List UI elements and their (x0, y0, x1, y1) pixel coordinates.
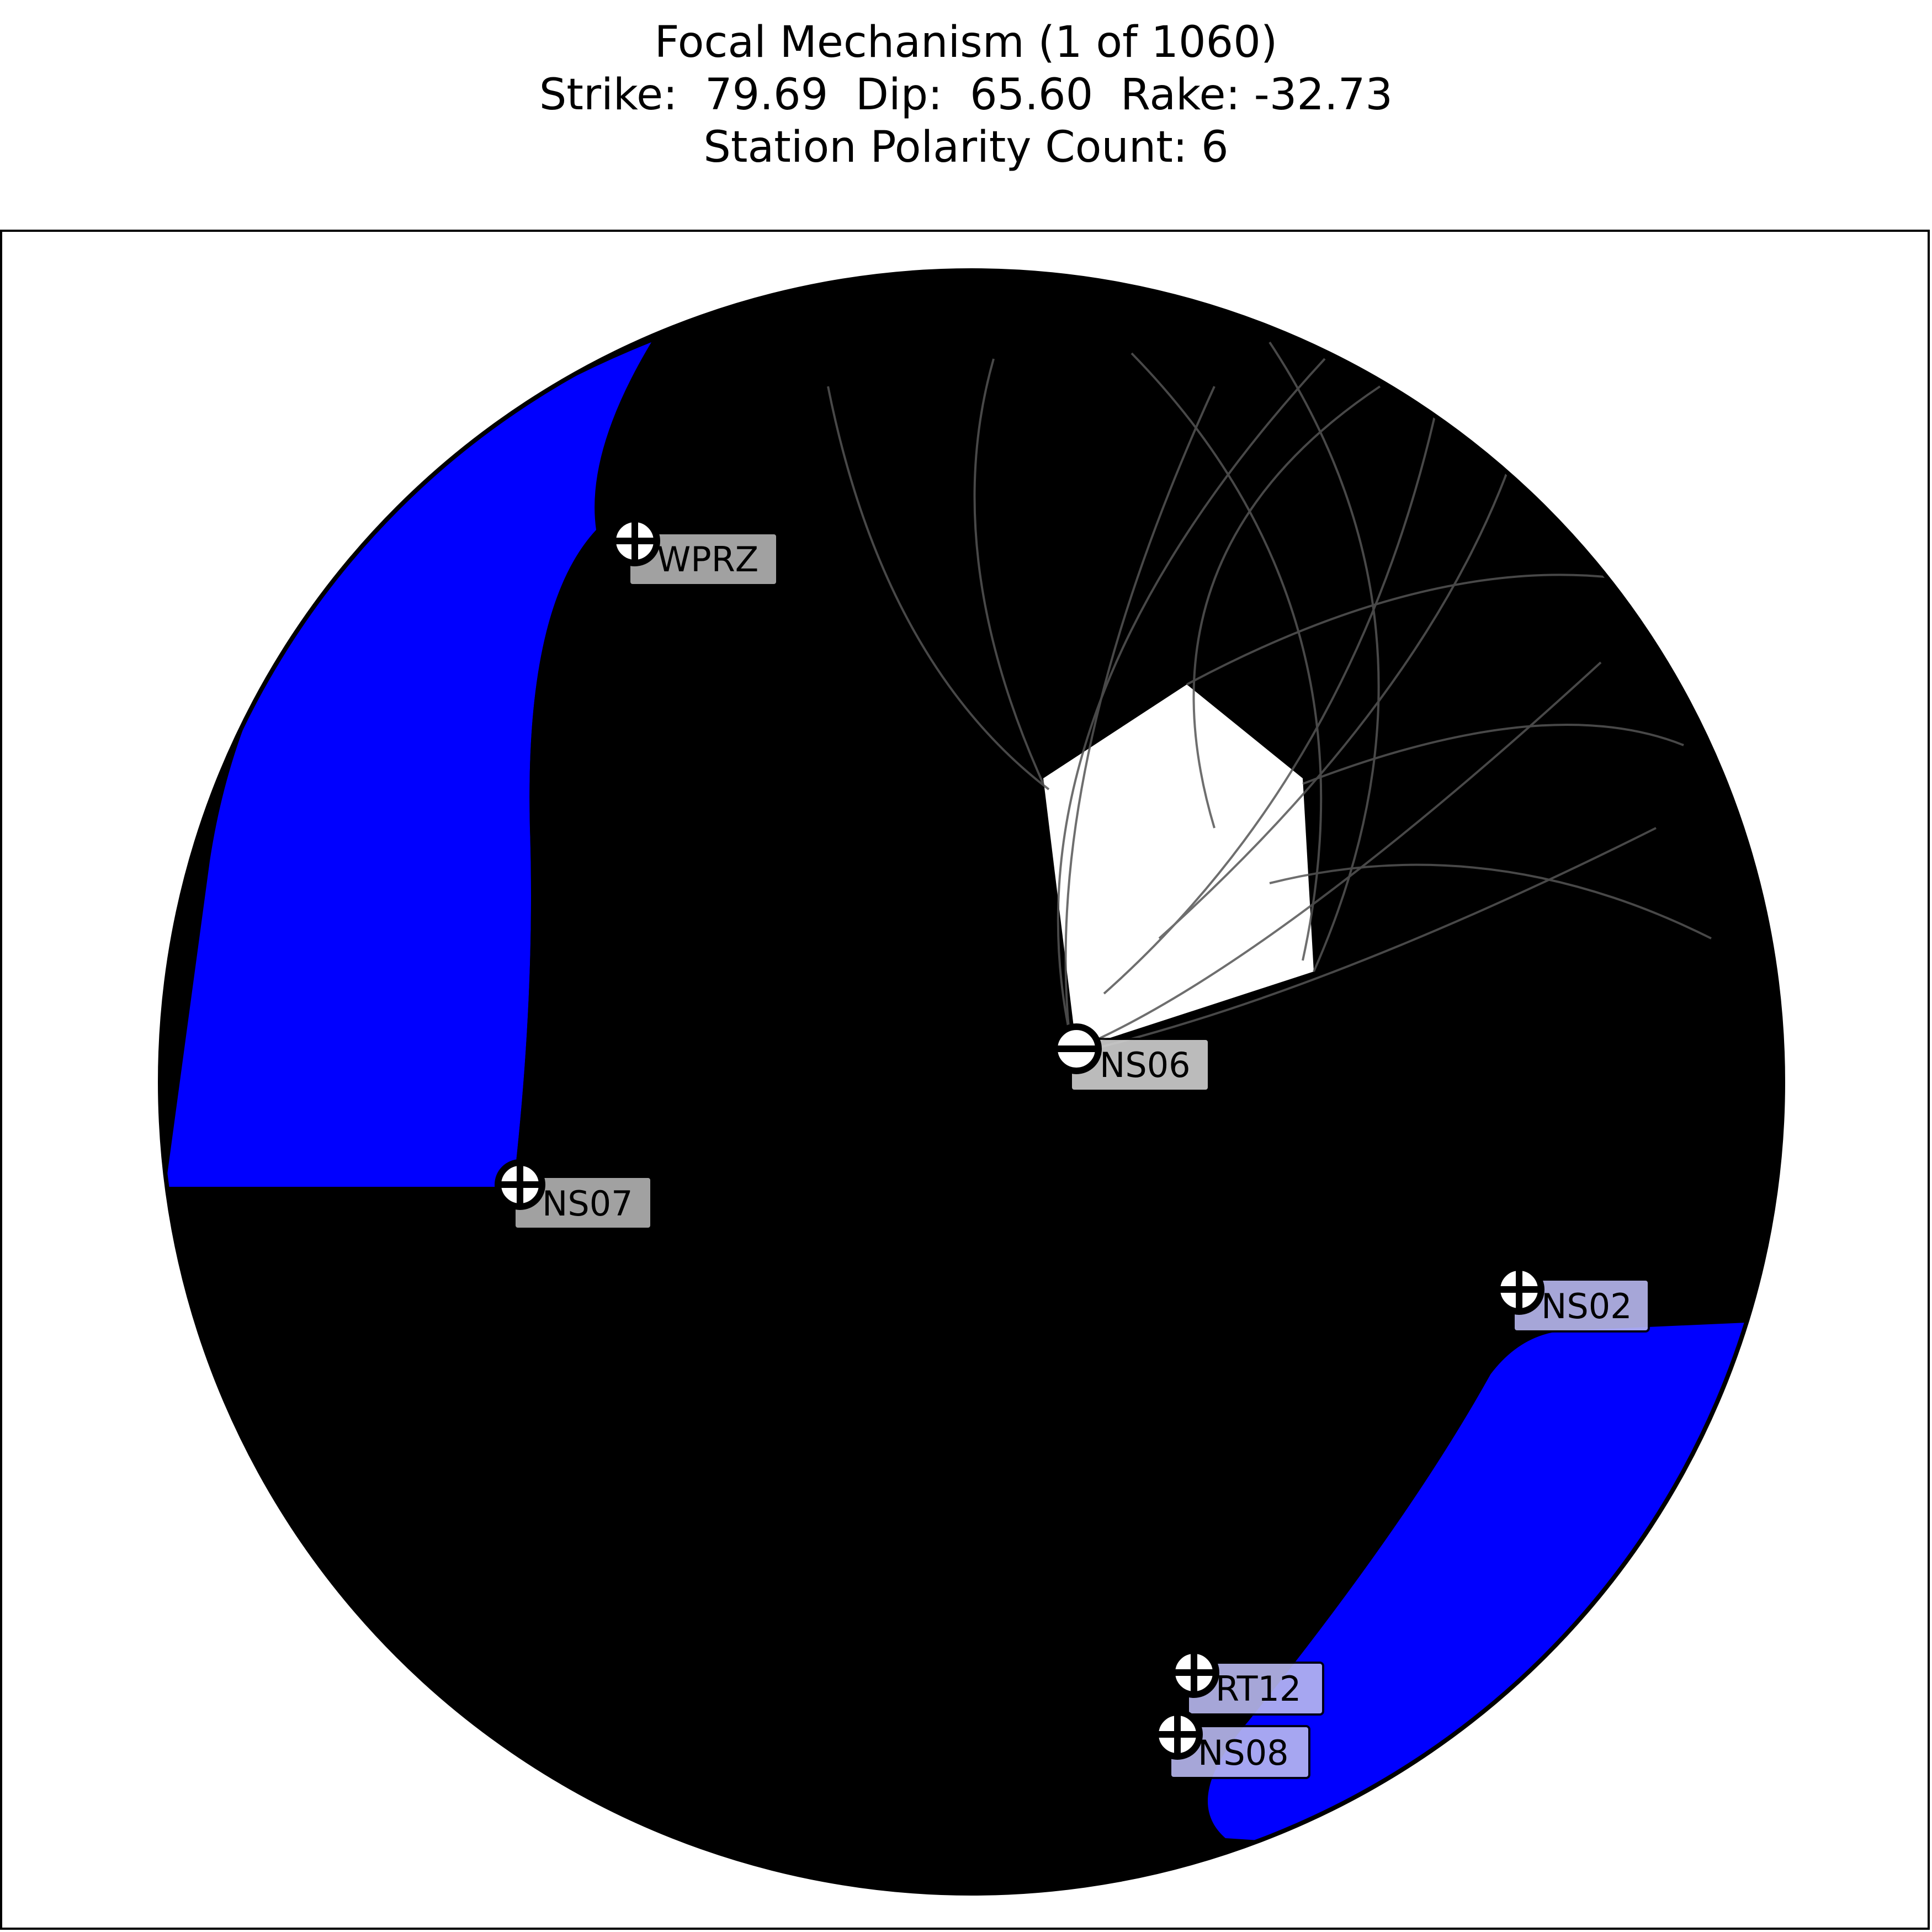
nodal-line-band-west (513, 530, 640, 1187)
station-rt12: RT12 (1169, 1647, 1324, 1716)
title-strike-dip-rake: Strike: 79.69 Dip: 65.60 Rake: -32.73 (539, 70, 1393, 120)
tension-region-window (1043, 684, 1314, 1049)
station-ns07: NS07 (495, 1159, 652, 1230)
compression-marker-icon (1494, 1264, 1544, 1315)
dilatation-marker-icon (1051, 1023, 1102, 1074)
compression-marker-icon (1152, 1709, 1203, 1760)
station-ns02: NS02 (1494, 1264, 1650, 1333)
station-ns08: NS08 (1152, 1709, 1310, 1779)
station-label: NS07 (542, 1183, 633, 1224)
compression-marker-icon (1169, 1647, 1219, 1698)
station-label: NS06 (1100, 1045, 1191, 1085)
station-label: WPRZ (657, 539, 758, 580)
compression-marker-icon (609, 516, 660, 566)
station-label: NS08 (1198, 1733, 1289, 1773)
nodal-lines (827, 341, 1712, 1053)
station-label: RT12 (1216, 1669, 1301, 1709)
station-label: NS02 (1541, 1286, 1632, 1326)
station-wprz: WPRZ (609, 516, 778, 586)
figure-title: Focal Mechanism (1 of 1060) Strike: 79.6… (0, 17, 1932, 174)
focal-sphere-outline (158, 268, 1785, 1896)
compression-marker-icon (495, 1159, 545, 1210)
station-ns06: NS06 (1051, 1023, 1210, 1092)
compressional-region-nw (166, 342, 651, 1187)
title-polarity-count: Station Polarity Count: 6 (703, 123, 1229, 172)
title-mechanism-index: Focal Mechanism (1 of 1060) (654, 18, 1278, 67)
plot-frame (0, 230, 1930, 1930)
nodal-line-band-southeast (1214, 1352, 1490, 1722)
